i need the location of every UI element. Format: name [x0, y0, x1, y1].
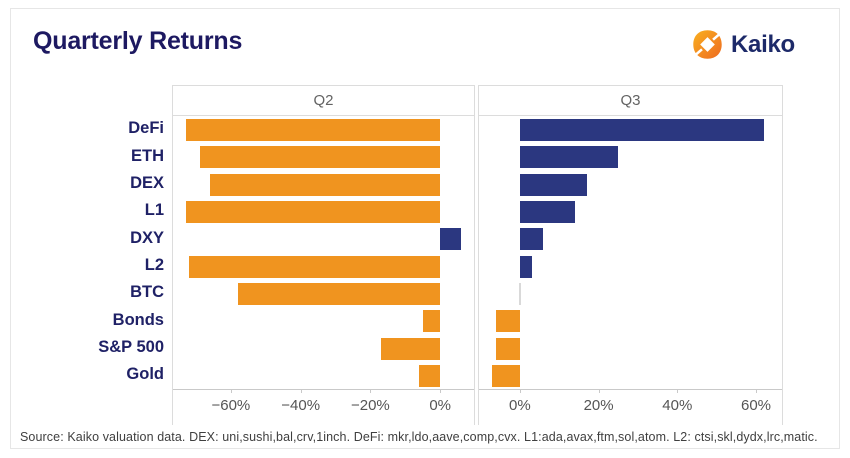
bar-q3-defi[interactable] [519, 118, 764, 141]
x-tick-mark [300, 389, 302, 393]
facet-label-q2: Q2 [173, 86, 474, 116]
bar-q3-dex[interactable] [519, 173, 587, 196]
plot-area-q3: 0% 20% 40% 60% [479, 116, 782, 414]
bar-q3-gold[interactable] [492, 365, 520, 388]
x-tick-label: 0% [429, 397, 452, 414]
bar-q2-gold[interactable] [419, 365, 441, 388]
x-tick-label: −60% [211, 397, 251, 414]
x-tick-label: 0% [509, 397, 531, 414]
kaiko-logo-text: Kaiko [731, 30, 795, 58]
x-tick-mark [519, 389, 521, 393]
category-label-eth: ETH [131, 146, 164, 165]
bar-q3-bonds[interactable] [496, 310, 520, 333]
category-label-btc: BTC [130, 283, 164, 302]
x-tick-mark [370, 389, 372, 393]
x-tick-mark [440, 389, 442, 393]
x-tick-label: −20% [350, 397, 390, 414]
x-tick-label: 20% [583, 397, 614, 414]
facet-panel-q3: Q3 0% 20% 40% 60% [478, 85, 783, 425]
category-label-bonds: Bonds [112, 310, 164, 329]
facet-label-q3: Q3 [479, 86, 782, 116]
bar-q3-eth[interactable] [519, 146, 619, 169]
source-note: Source: Kaiko valuation data. DEX: uni,s… [20, 430, 818, 444]
bar-q2-l1[interactable] [185, 201, 441, 223]
category-label-s-p-500: S&P 500 [98, 337, 164, 356]
x-tick-mark [677, 389, 679, 393]
bar-q2-l2[interactable] [189, 255, 441, 278]
bar-q3-l1[interactable] [519, 201, 575, 223]
bar-q2-eth[interactable] [199, 146, 441, 169]
kaiko-logo: Kaiko [691, 28, 795, 61]
x-tick-mark [756, 389, 757, 393]
facet-panel-q2: Q2 −60% −40% −20% 0% [172, 85, 475, 425]
bar-q3-btc[interactable] [518, 283, 521, 305]
x-tick-label: 60% [740, 397, 772, 414]
category-label-l1: L1 [144, 201, 164, 220]
category-label-defi: DeFi [128, 119, 164, 138]
bar-q3-s-p-500[interactable] [496, 337, 520, 360]
category-label-dex: DEX [130, 173, 164, 192]
category-label-l2: L2 [144, 255, 164, 274]
plot-area-q2: −60% −40% −20% 0% [173, 116, 474, 414]
bar-q2-bonds[interactable] [422, 310, 441, 333]
category-label-dxy: DXY [130, 228, 164, 247]
x-tick-label: −40% [281, 397, 321, 414]
x-tick-mark [230, 389, 232, 393]
x-tick-label: 40% [662, 397, 693, 414]
bar-q2-dex[interactable] [210, 173, 441, 196]
bar-q2-defi[interactable] [185, 118, 441, 141]
kaiko-logo-icon [691, 28, 724, 61]
y-axis-labels: DeFi ETH DEX L1 DXY L2 BTC Bonds S&P 500 Gold [0, 115, 164, 388]
bar-q2-dxy[interactable] [440, 228, 462, 251]
bar-q3-l2[interactable] [519, 255, 532, 278]
chart-title: Quarterly Returns [33, 27, 243, 55]
x-tick-mark [598, 389, 600, 393]
bar-q2-btc[interactable] [237, 283, 441, 305]
bar-q3-dxy[interactable] [519, 228, 544, 251]
bar-q2-s-p-500[interactable] [380, 337, 441, 360]
category-label-gold: Gold [126, 365, 164, 384]
